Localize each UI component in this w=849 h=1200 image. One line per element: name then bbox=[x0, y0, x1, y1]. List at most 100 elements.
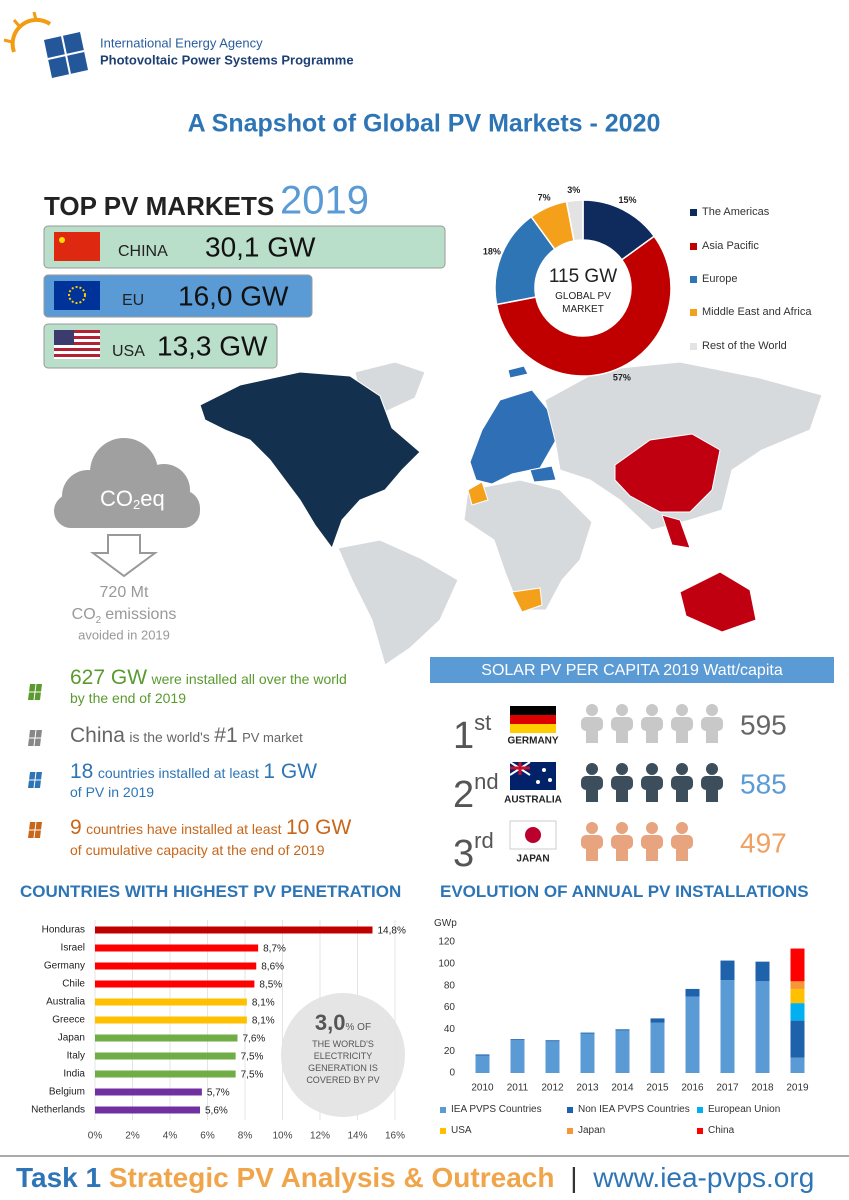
person-icon bbox=[641, 763, 663, 802]
fact-highlight: 627 GW bbox=[70, 666, 148, 689]
x-tick-label: 2014 bbox=[611, 1083, 634, 1094]
market-box bbox=[43, 323, 278, 369]
bar-segment bbox=[790, 981, 805, 989]
legend-swatch bbox=[697, 1107, 703, 1113]
person-icon bbox=[671, 763, 693, 802]
person-head bbox=[616, 704, 628, 716]
flag-germany bbox=[510, 706, 556, 733]
y-tick-label: Japan bbox=[58, 1033, 85, 1044]
value-label: 7,5% bbox=[241, 1070, 264, 1081]
market-country: CHINA bbox=[118, 243, 168, 260]
legend-swatch bbox=[567, 1107, 573, 1113]
pie-center-label: 115 GW bbox=[548, 266, 618, 287]
co2-note: avoided in 2019 bbox=[78, 627, 170, 642]
legend-entry: Europe bbox=[690, 272, 812, 287]
annotation-value: 3,0 bbox=[314, 1010, 346, 1035]
per-capita-banner bbox=[430, 657, 834, 683]
bar-segment bbox=[650, 1022, 665, 1073]
fact-text: is the world's bbox=[129, 729, 210, 745]
flag-usa bbox=[54, 330, 100, 359]
legend-swatch bbox=[690, 209, 697, 216]
market-country: EU bbox=[122, 292, 144, 309]
x-tick-label: 2015 bbox=[646, 1083, 669, 1094]
person-legs bbox=[646, 727, 658, 743]
fact: China is the world's #1 PV market bbox=[70, 724, 303, 748]
footer-separator: | bbox=[570, 1162, 578, 1193]
pie-slice bbox=[495, 235, 672, 377]
person-legs bbox=[646, 845, 658, 861]
country-label: JAPAN bbox=[516, 854, 549, 865]
person-head bbox=[586, 704, 598, 716]
bar-segment bbox=[615, 1029, 630, 1031]
fact-text: PV market bbox=[242, 730, 303, 745]
footer: Task 1 Strategic PV Analysis & Outreach … bbox=[16, 1160, 814, 1196]
y-tick-label: India bbox=[63, 1069, 85, 1080]
person-icon bbox=[641, 822, 663, 861]
co2-label: CO2eq bbox=[100, 486, 165, 513]
bar-segment bbox=[580, 1033, 595, 1073]
person-legs bbox=[676, 727, 688, 743]
y-tick-label: 60 bbox=[444, 1002, 456, 1013]
legend-label: The Americas bbox=[702, 206, 770, 218]
person-head bbox=[706, 763, 718, 775]
person-legs bbox=[676, 786, 688, 802]
rank: 2nd bbox=[453, 769, 499, 816]
chart-title: EVOLUTION OF ANNUAL PV INSTALLATIONS bbox=[440, 882, 809, 901]
person-icon bbox=[581, 763, 603, 802]
y-tick-label: 20 bbox=[444, 1046, 456, 1057]
pie-value-label: 3% bbox=[567, 185, 580, 195]
x-tick-label: 14% bbox=[347, 1131, 367, 1142]
legend-swatch bbox=[567, 1128, 573, 1134]
y-tick-label: Greece bbox=[52, 1015, 85, 1026]
down-arrow bbox=[89, 534, 159, 578]
bar-segment bbox=[755, 981, 770, 1073]
legend-label: Japan bbox=[578, 1125, 606, 1136]
bar bbox=[95, 926, 373, 934]
chart-title: COUNTRIES WITH HIGHEST PV PENETRATION bbox=[20, 882, 402, 901]
footer-task: Task 1 bbox=[16, 1162, 102, 1193]
x-tick-label: 2016 bbox=[681, 1083, 704, 1094]
legend-label: Rest of the World bbox=[702, 340, 787, 352]
person-legs bbox=[706, 727, 718, 743]
person-icon bbox=[611, 763, 633, 802]
bar bbox=[95, 1016, 247, 1024]
legend-swatch bbox=[690, 276, 697, 283]
legend-entry: China bbox=[697, 1125, 734, 1136]
bar-segment bbox=[790, 988, 805, 1004]
x-tick-label: 2012 bbox=[541, 1083, 564, 1094]
bar-segment bbox=[545, 1040, 560, 1042]
legend-swatch bbox=[690, 343, 697, 350]
legend-entry: Non IEA PVPS Countries bbox=[567, 1104, 690, 1115]
fact-icons bbox=[28, 683, 42, 839]
person-head bbox=[676, 763, 688, 775]
legend-entry: USA bbox=[440, 1125, 472, 1136]
bar-segment bbox=[720, 960, 735, 981]
legend-label: Asia Pacific bbox=[702, 240, 759, 252]
pie-value-label: 18% bbox=[483, 246, 501, 256]
fact-text: by the end of 2019 bbox=[70, 690, 186, 706]
person-icon bbox=[671, 704, 693, 743]
flag-australia bbox=[509, 761, 556, 790]
country-label: GERMANY bbox=[507, 736, 558, 747]
person-legs bbox=[616, 845, 628, 861]
x-tick-label: 2013 bbox=[576, 1083, 599, 1094]
fact-highlight: #1 bbox=[214, 724, 238, 747]
rank-number: 2 bbox=[453, 774, 474, 816]
legend-entry: Rest of the World bbox=[690, 339, 812, 354]
fact: 9 countries have installed at least 10 G… bbox=[70, 817, 351, 861]
rank-suffix: nd bbox=[474, 769, 498, 794]
programme-name: Photovoltaic Power Systems Programme bbox=[100, 52, 354, 67]
rank-suffix: st bbox=[474, 710, 491, 735]
bar bbox=[95, 1034, 238, 1042]
y-tick-label: 80 bbox=[444, 980, 456, 991]
fact: 18 countries installed at least 1 GW of … bbox=[70, 761, 317, 802]
person-icon bbox=[671, 822, 693, 861]
annotation-circle bbox=[281, 993, 405, 1117]
legend-entry: Middle East and Africa bbox=[690, 305, 812, 320]
legend-label: European Union bbox=[708, 1104, 781, 1115]
value-label: 8,1% bbox=[252, 998, 275, 1009]
legend-swatch bbox=[697, 1128, 703, 1134]
per-capita-value: 585 bbox=[740, 768, 787, 799]
y-tick-label: 120 bbox=[438, 937, 455, 948]
x-tick-label: 2017 bbox=[716, 1083, 739, 1094]
